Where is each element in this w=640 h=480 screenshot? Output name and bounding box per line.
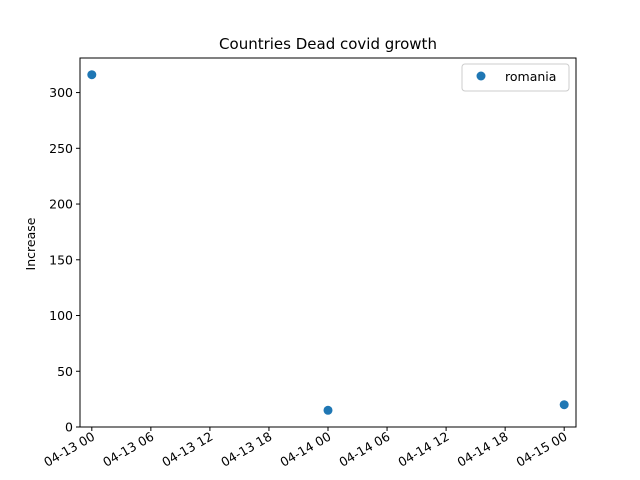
x-tick-label: 04-14 12 — [395, 429, 451, 470]
x-tick-label: 04-14 06 — [336, 429, 392, 470]
y-tick-label: 0 — [65, 420, 73, 435]
x-tick-label: 04-15 00 — [514, 429, 570, 470]
legend: romania — [461, 63, 570, 92]
y-tick-label: 100 — [49, 308, 73, 323]
data-points — [87, 70, 569, 415]
y-tick-label: 250 — [49, 141, 73, 156]
y-tick-label: 150 — [49, 252, 73, 267]
y-tick-label: 300 — [49, 85, 73, 100]
y-axis-label: Increase — [23, 217, 38, 270]
data-point — [559, 400, 569, 410]
x-axis: 04-13 00 04-13 06 04-13 12 04-13 18 04-14 00… — [41, 427, 570, 470]
x-tick-label: 04-14 18 — [454, 429, 510, 470]
x-tick-label: 04-13 06 — [100, 429, 156, 470]
legend-label: romania — [505, 69, 556, 84]
x-tick-label: 04-13 00 — [41, 429, 97, 470]
chart-title: Countries Dead covid growth — [219, 35, 437, 53]
y-tick-label: 200 — [49, 197, 73, 212]
y-tick-label: 50 — [57, 364, 73, 379]
x-tick-label: 04-13 18 — [218, 429, 274, 470]
legend-marker — [476, 71, 486, 81]
plot-frame — [79, 57, 577, 428]
data-point — [87, 70, 97, 80]
plot-background — [80, 58, 576, 427]
y-axis: 0 50 100 150 200 250 300 — [49, 85, 80, 435]
x-tick-label: 04-14 00 — [277, 429, 333, 470]
x-tick-label: 04-13 12 — [159, 429, 215, 470]
data-point — [323, 405, 333, 415]
legend-box — [461, 63, 570, 92]
